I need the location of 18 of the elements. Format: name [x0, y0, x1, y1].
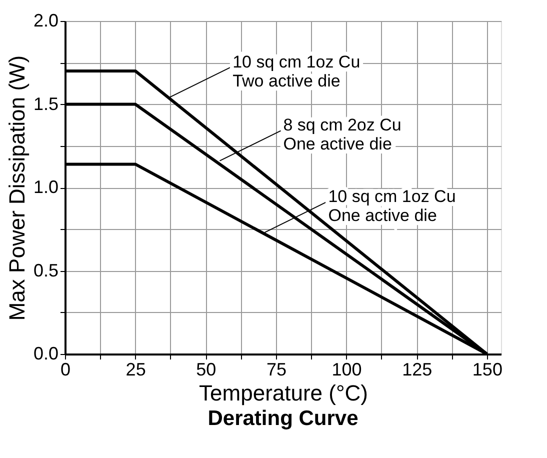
- annotation: 10 sq cm 1oz Cu One active die: [328, 187, 456, 226]
- x-tick-label: 0: [60, 360, 71, 380]
- annotation: 10 sq cm 1oz Cu Two active die: [232, 52, 360, 90]
- x-tick-label: 75: [266, 360, 286, 380]
- x-tick-label: 125: [402, 360, 432, 380]
- x-tick-label: 25: [126, 360, 146, 380]
- y-tick-label: 1.5: [33, 94, 58, 114]
- y-tick-label: 1.0: [33, 177, 58, 197]
- y-tick-label: 0.0: [33, 344, 58, 364]
- y-axis-title: Max Power Dissipation (W): [4, 55, 30, 321]
- y-tick-label: 0.5: [33, 260, 58, 280]
- x-tick-label: 150: [472, 360, 502, 380]
- x-axis-title: Temperature (°C): [199, 380, 368, 406]
- x-tick-label: 100: [332, 360, 362, 380]
- annotation: 8 sq cm 2oz Cu One active die: [283, 116, 402, 154]
- text: Derating Curve: [208, 407, 358, 430]
- y-tick-label: 2.0: [33, 10, 58, 30]
- x-tick-label: 50: [196, 360, 216, 380]
